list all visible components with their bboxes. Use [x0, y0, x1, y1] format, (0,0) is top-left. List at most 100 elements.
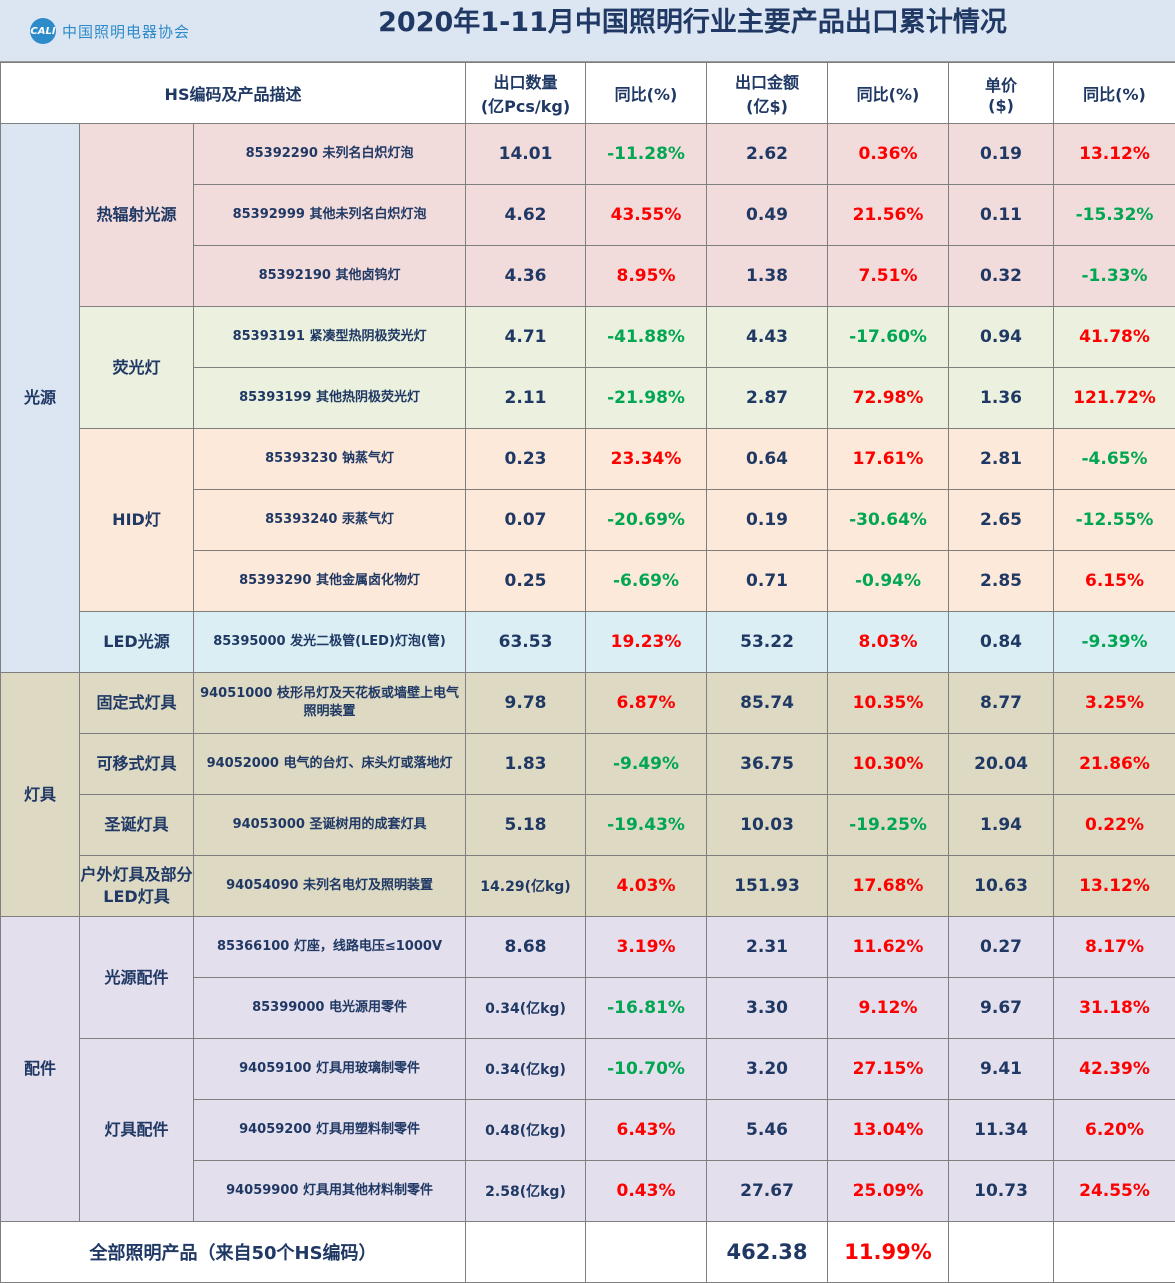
qty-cell: 4.62 [466, 185, 586, 246]
qty-yoy-cell: -6.69% [586, 551, 707, 612]
total-amount-yoy: 11.99% [828, 1222, 949, 1283]
price-yoy-cell: 121.72% [1054, 368, 1175, 429]
amount-yoy-cell: 21.56% [828, 185, 949, 246]
amount-cell: 5.46 [707, 1100, 828, 1161]
group-cell: 光源 [1, 124, 80, 673]
amount-yoy-cell: -17.60% [828, 307, 949, 368]
price-cell: 0.27 [949, 917, 1054, 978]
qty-yoy-cell: -11.28% [586, 124, 707, 185]
amount-yoy-cell: 10.35% [828, 673, 949, 734]
price-yoy-cell: -9.39% [1054, 612, 1175, 673]
amount-cell: 0.19 [707, 490, 828, 551]
price-cell: 1.36 [949, 368, 1054, 429]
amount-cell: 0.71 [707, 551, 828, 612]
amount-cell: 27.67 [707, 1161, 828, 1222]
total-amount: 462.38 [707, 1222, 828, 1283]
product-desc: 94059100 灯具用玻璃制零件 [194, 1039, 466, 1100]
product-desc: 94053000 圣诞树用的成套灯具 [194, 795, 466, 856]
amount-yoy-cell: 13.04% [828, 1100, 949, 1161]
qty-cell: 9.78 [466, 673, 586, 734]
price-cell: 0.94 [949, 307, 1054, 368]
header-qty-yoy: 同比(%) [586, 63, 707, 124]
price-cell: 0.19 [949, 124, 1054, 185]
title-bar: CALI 中国照明电器协会 2020年1-11月中国照明行业主要产品出口累计情况 [0, 0, 1175, 62]
price-yoy-cell: -15.32% [1054, 185, 1175, 246]
amount-yoy-cell: 11.62% [828, 917, 949, 978]
qty-yoy-cell: 3.19% [586, 917, 707, 978]
header-amount-yoy: 同比(%) [828, 63, 949, 124]
qty-cell: 8.68 [466, 917, 586, 978]
qty-cell: 5.18 [466, 795, 586, 856]
price-cell: 8.77 [949, 673, 1054, 734]
price-yoy-cell: 6.20% [1054, 1100, 1175, 1161]
qty-cell: 63.53 [466, 612, 586, 673]
amount-cell: 36.75 [707, 734, 828, 795]
amount-cell: 2.62 [707, 124, 828, 185]
amount-cell: 0.64 [707, 429, 828, 490]
qty-yoy-cell: 23.34% [586, 429, 707, 490]
price-yoy-cell: 13.12% [1054, 124, 1175, 185]
qty-cell: 2.11 [466, 368, 586, 429]
qty-yoy-cell: -9.49% [586, 734, 707, 795]
qty-yoy-cell: 6.43% [586, 1100, 707, 1161]
amount-yoy-cell: 7.51% [828, 246, 949, 307]
qty-yoy-cell: -41.88% [586, 307, 707, 368]
product-desc: 85399000 电光源用零件 [194, 978, 466, 1039]
amount-cell: 151.93 [707, 856, 828, 917]
amount-yoy-cell: -19.25% [828, 795, 949, 856]
qty-cell: 14.01 [466, 124, 586, 185]
amount-yoy-cell: -30.64% [828, 490, 949, 551]
price-cell: 2.65 [949, 490, 1054, 551]
price-cell: 2.85 [949, 551, 1054, 612]
subgroup-cell: 户外灯具及部分LED灯具 [80, 856, 194, 917]
subgroup-cell: 固定式灯具 [80, 673, 194, 734]
subgroup-cell: 荧光灯 [80, 307, 194, 429]
header-product: HS编码及产品描述 [1, 63, 466, 124]
price-cell: 11.34 [949, 1100, 1054, 1161]
subgroup-cell: 热辐射光源 [80, 124, 194, 307]
total-price-empty [949, 1222, 1054, 1283]
amount-yoy-cell: 17.61% [828, 429, 949, 490]
amount-cell: 1.38 [707, 246, 828, 307]
amount-yoy-cell: 0.36% [828, 124, 949, 185]
price-cell: 9.41 [949, 1039, 1054, 1100]
price-yoy-cell: 13.12% [1054, 856, 1175, 917]
qty-yoy-cell: -10.70% [586, 1039, 707, 1100]
product-desc: 94052000 电气的台灯、床头灯或落地灯 [194, 734, 466, 795]
subgroup-cell: 圣诞灯具 [80, 795, 194, 856]
amount-cell: 3.30 [707, 978, 828, 1039]
qty-yoy-cell: -19.43% [586, 795, 707, 856]
qty-cell: 0.48(亿kg) [466, 1100, 586, 1161]
qty-yoy-cell: 0.43% [586, 1161, 707, 1222]
qty-yoy-cell: -20.69% [586, 490, 707, 551]
subgroup-cell: 可移式灯具 [80, 734, 194, 795]
amount-yoy-cell: 9.12% [828, 978, 949, 1039]
header-amount: 出口金额 (亿$) [707, 63, 828, 124]
amount-yoy-cell: 72.98% [828, 368, 949, 429]
amount-cell: 2.87 [707, 368, 828, 429]
subgroup-cell: 光源配件 [80, 917, 194, 1039]
qty-yoy-cell: 43.55% [586, 185, 707, 246]
amount-yoy-cell: 8.03% [828, 612, 949, 673]
price-cell: 9.67 [949, 978, 1054, 1039]
amount-cell: 2.31 [707, 917, 828, 978]
price-yoy-cell: -1.33% [1054, 246, 1175, 307]
price-yoy-cell: 8.17% [1054, 917, 1175, 978]
product-desc: 85393199 其他热阴极荧光灯 [194, 368, 466, 429]
qty-cell: 0.34(亿kg) [466, 1039, 586, 1100]
product-desc: 85392290 未列名白炽灯泡 [194, 124, 466, 185]
product-desc: 94051000 枝形吊灯及天花板或墙壁上电气照明装置 [194, 673, 466, 734]
page-title: 2020年1-11月中国照明行业主要产品出口累计情况 [250, 0, 1135, 62]
amount-yoy-cell: 27.15% [828, 1039, 949, 1100]
qty-yoy-cell: 19.23% [586, 612, 707, 673]
